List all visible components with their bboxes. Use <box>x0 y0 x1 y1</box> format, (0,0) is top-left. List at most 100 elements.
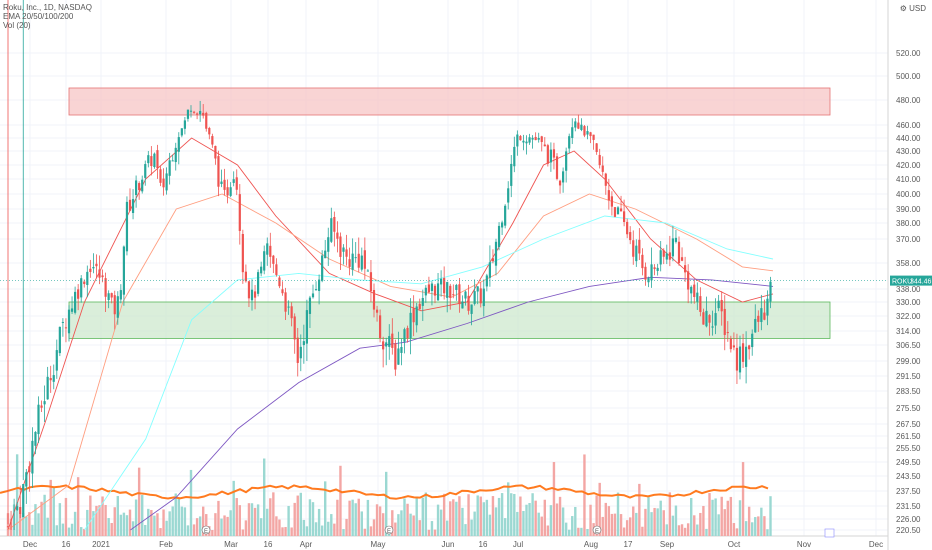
candle <box>406 327 409 339</box>
candle <box>299 346 302 359</box>
candle <box>644 266 647 280</box>
ema-legend: EMA 20/50/100/200 <box>3 12 74 21</box>
volume-bar <box>241 529 245 536</box>
price-tick-label: 440.00 <box>896 134 921 143</box>
candle <box>226 187 229 196</box>
volume-bar <box>122 512 126 536</box>
ema-line <box>7 137 774 531</box>
candle <box>16 506 19 510</box>
candle <box>40 405 43 408</box>
volume-bar <box>25 516 28 536</box>
candle <box>46 376 49 400</box>
resistance-zone <box>68 87 831 116</box>
volume-bar <box>543 499 546 536</box>
candle <box>266 243 269 255</box>
volume-bar <box>458 496 461 536</box>
volume-bar <box>516 511 519 536</box>
volume-bar <box>375 504 379 536</box>
volume-bar <box>729 496 733 536</box>
volume-bar <box>86 509 89 536</box>
volume-bar <box>314 522 318 536</box>
candle <box>546 145 549 164</box>
volume-bar <box>15 454 19 536</box>
candle <box>232 179 235 183</box>
price-tick-label: 261.50 <box>896 432 921 441</box>
candle <box>400 346 403 353</box>
volume-bar <box>83 528 86 536</box>
candle <box>516 134 519 147</box>
candle <box>153 153 156 168</box>
candle <box>653 267 656 270</box>
volume-bar <box>19 514 22 536</box>
candle <box>281 289 284 294</box>
symbol-title: Roku, Inc., 1D, NASDAQ <box>3 3 92 12</box>
volume-bar <box>305 526 309 536</box>
time-tick-label: Jun <box>442 540 455 549</box>
volume-bar <box>52 486 55 536</box>
candle <box>77 289 80 299</box>
price-tick-label: 243.50 <box>896 472 921 481</box>
time-axis[interactable]: Dec 16 2021 Feb Mar 16 Apr May Jun 16 Jul Aug 17 Sep O… <box>23 540 883 549</box>
volume-bar <box>311 502 315 536</box>
volume-bar <box>446 520 449 536</box>
settings-icon[interactable]: ⚙ USD <box>899 4 926 13</box>
volume-bar <box>677 525 681 536</box>
candle <box>275 264 278 275</box>
candle <box>522 140 525 143</box>
candle <box>223 179 226 190</box>
candle <box>369 272 373 292</box>
candle <box>354 257 357 259</box>
candle <box>549 149 552 163</box>
volume-bar <box>418 520 421 536</box>
volume-bar <box>619 514 623 536</box>
volume-bar <box>485 499 489 536</box>
candle <box>440 278 443 285</box>
candle <box>95 263 98 267</box>
candle <box>732 345 735 348</box>
candle <box>607 190 610 201</box>
candle <box>693 284 696 297</box>
candle <box>336 232 339 239</box>
candle <box>738 346 742 373</box>
volume-bar <box>552 462 556 536</box>
candle <box>409 312 412 339</box>
candle <box>403 329 406 342</box>
volume-bar <box>708 493 711 536</box>
price-axis[interactable]: 520.00 500.00 480.00 460.00 440.00 430.00 420.… <box>0 0 932 535</box>
candle <box>467 295 470 311</box>
candle <box>555 156 559 179</box>
event-marker-icon <box>592 525 602 535</box>
candle <box>28 466 31 473</box>
candle <box>174 147 177 163</box>
volume-bar <box>378 506 382 536</box>
candle <box>586 131 589 135</box>
volume-bar <box>711 499 714 536</box>
volume-bar <box>202 506 205 536</box>
volume-bar <box>381 513 385 536</box>
price-tick-label: 500.00 <box>896 72 921 81</box>
volume-bar <box>317 508 321 536</box>
volume-bar <box>28 512 31 536</box>
volume-bar <box>156 513 159 536</box>
volume-bar <box>308 499 312 536</box>
volume-bar <box>281 527 284 536</box>
volume-bar <box>150 509 153 536</box>
candle <box>186 109 190 119</box>
volume-bar <box>662 510 665 536</box>
volume-bar <box>259 518 263 536</box>
scroll-to-end-icon <box>824 528 835 538</box>
candle <box>211 136 214 145</box>
candle <box>196 113 199 115</box>
candle <box>128 199 132 211</box>
candle <box>735 347 739 371</box>
volume-bar <box>568 529 571 536</box>
volume-bar <box>214 513 217 536</box>
volume-bar <box>690 498 693 536</box>
candle <box>443 278 446 294</box>
time-tick-label: Jul <box>513 540 523 549</box>
volume-bar <box>67 527 71 536</box>
volume-bar <box>256 504 260 536</box>
candle <box>290 306 293 319</box>
candlesticks <box>6 0 772 530</box>
